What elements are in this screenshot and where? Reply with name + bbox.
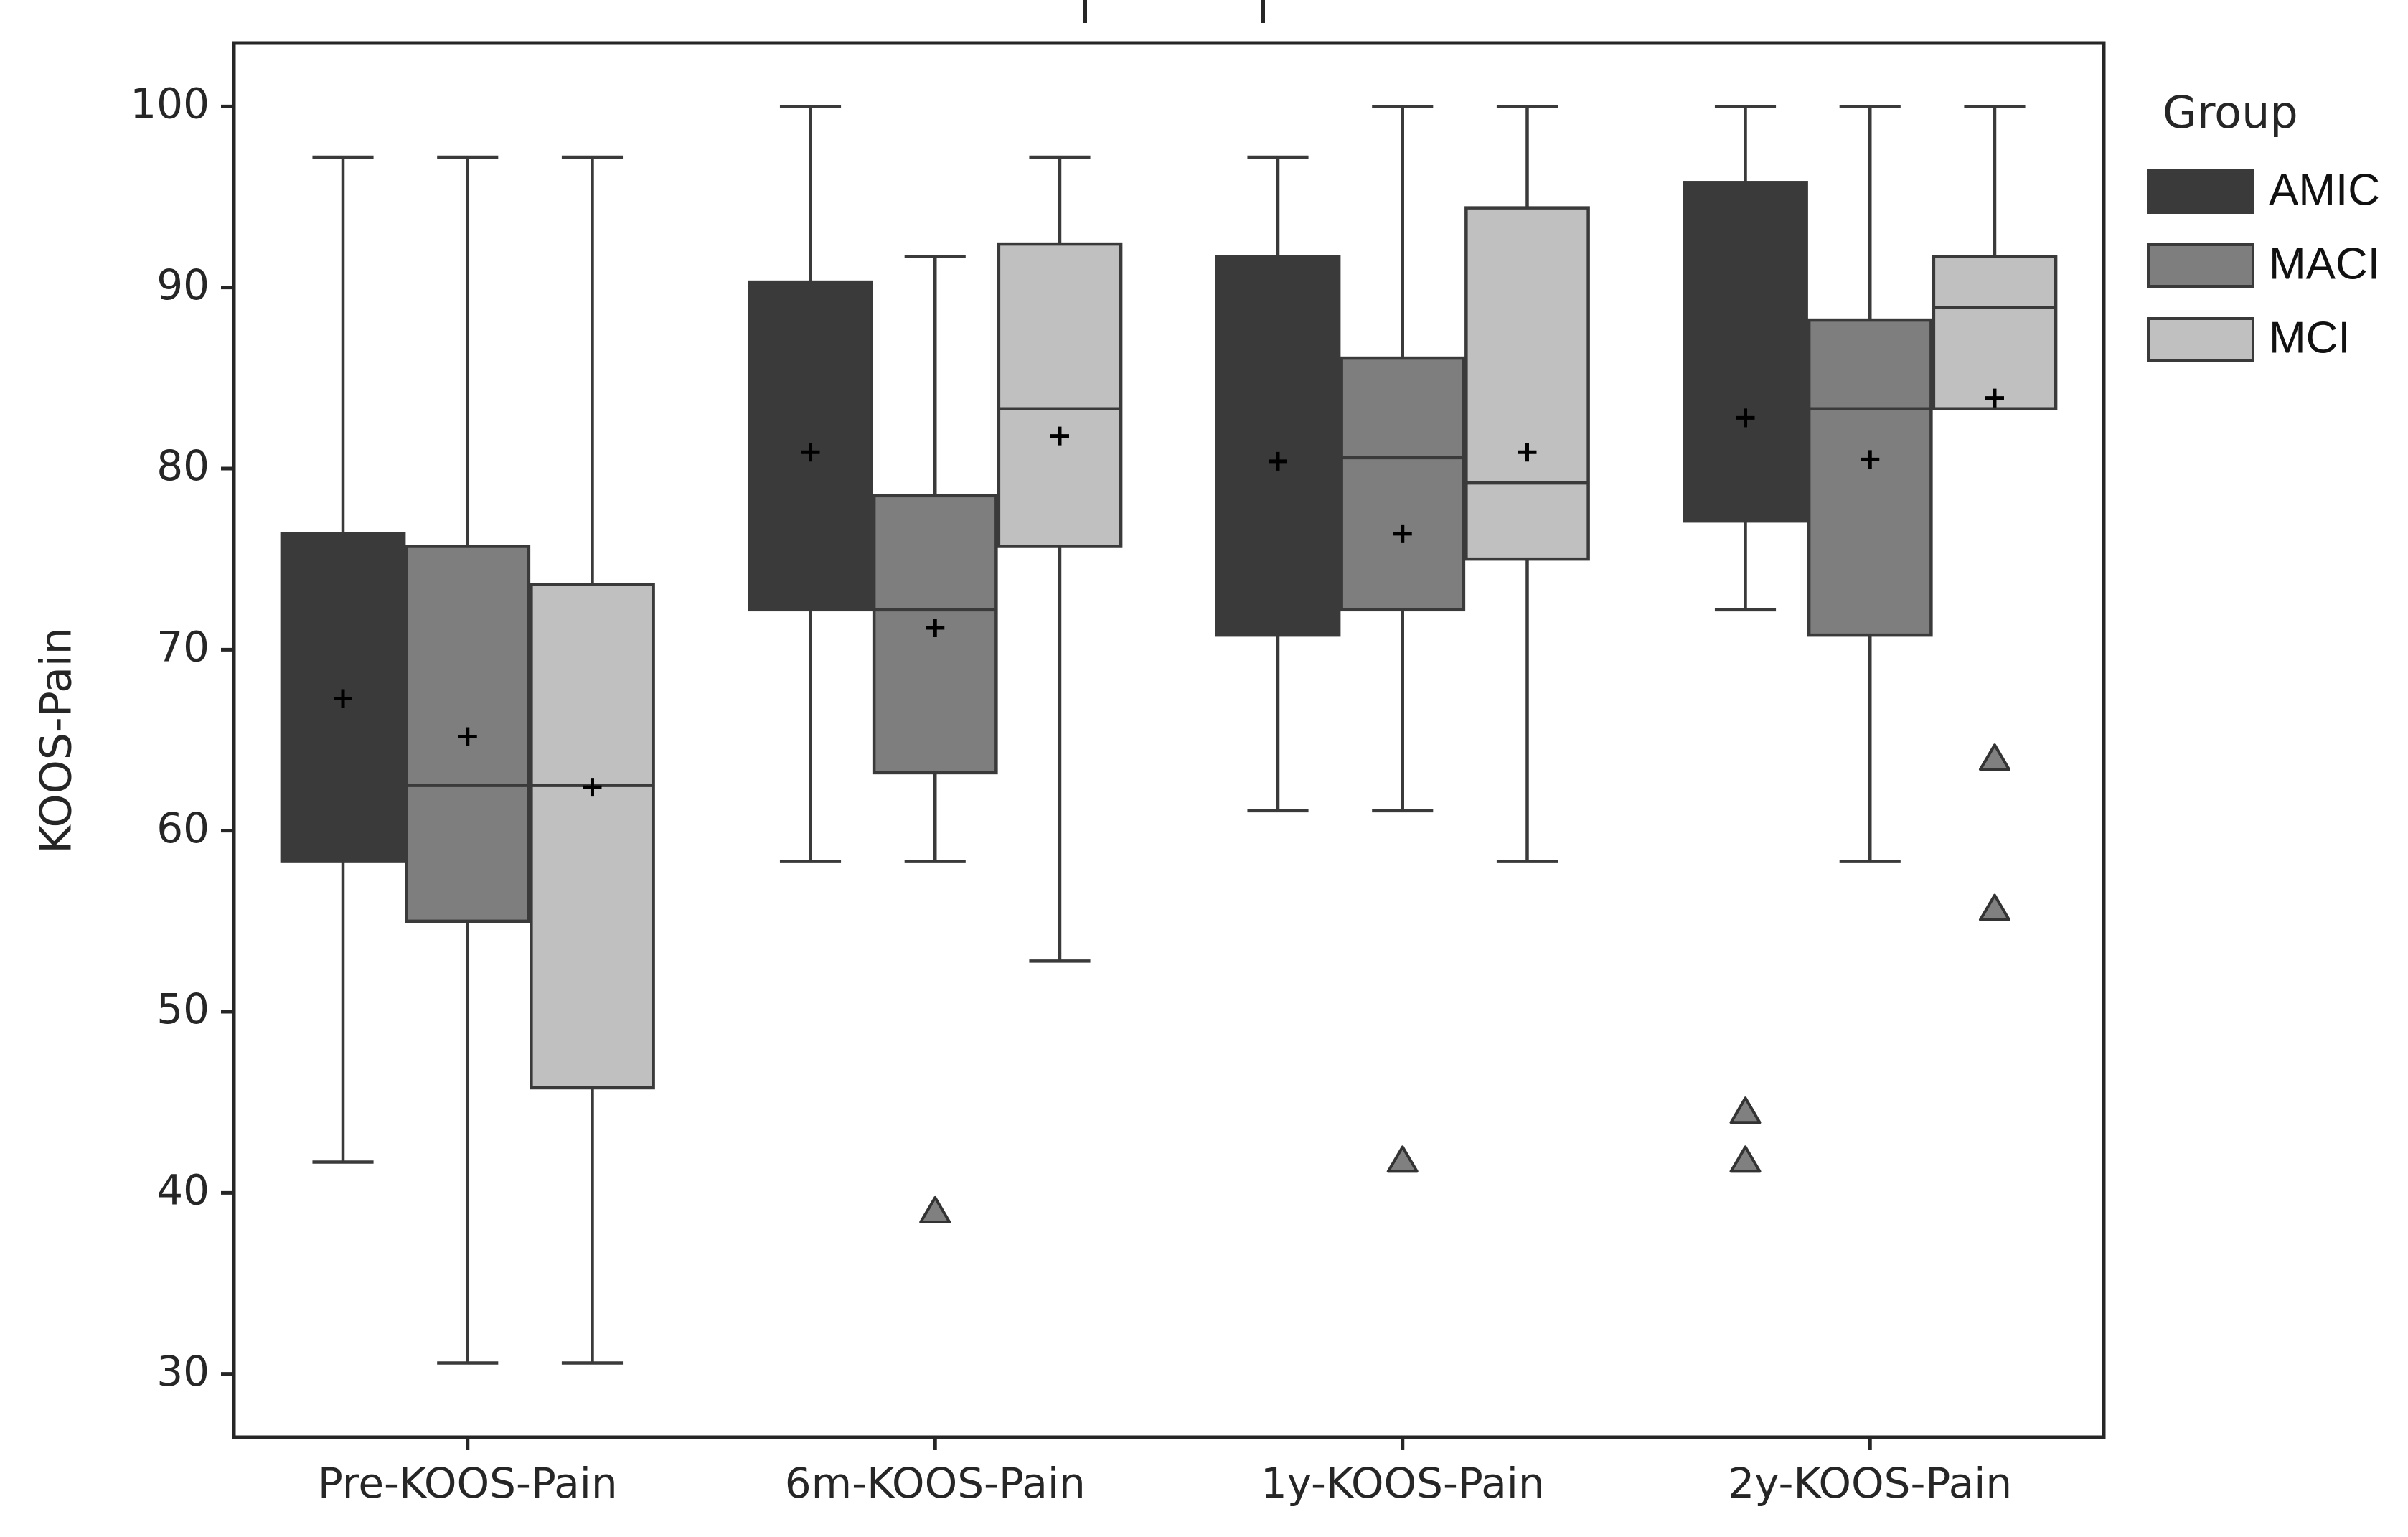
legend-label-mci: MCI [2269, 313, 2351, 362]
box-maci-pre-koos-pain [405, 155, 531, 1365]
boxes-layer [280, 105, 2058, 1365]
outlier-marker [1729, 1096, 1762, 1124]
mean-marker [1736, 408, 1755, 428]
mean-marker [458, 727, 477, 746]
y-tick-label: 40 [156, 1165, 210, 1214]
iqr-box [1807, 318, 1933, 637]
legend-swatch-maci [2147, 243, 2254, 288]
iqr-box [530, 583, 655, 1090]
x-tick-label: 1y-KOOS-Pain [1261, 1459, 1545, 1508]
mean-marker [1269, 451, 1288, 471]
box-mci-6m-koos-pain [997, 155, 1123, 963]
legend-swatch-amic [2147, 169, 2254, 214]
legend: Group AMIC MACI MCI [2125, 66, 2380, 402]
legend-title: Group [2163, 86, 2298, 138]
mean-marker [926, 619, 945, 638]
legend-label-maci: MACI [2269, 239, 2380, 288]
legend-label-amic: AMIC [2269, 165, 2380, 215]
outlier-marker [1729, 1145, 1762, 1173]
outlier-marker [1978, 893, 2010, 921]
y-tick-label: 60 [156, 804, 210, 852]
mean-marker [583, 778, 602, 797]
box-amic-1y-koos-pain [1215, 155, 1341, 813]
iqr-box [405, 545, 531, 923]
mean-marker [801, 443, 820, 462]
iqr-box [1215, 255, 1341, 637]
outlier-marker [1386, 1145, 1419, 1173]
box-maci-2y-koos-pain [1807, 105, 1933, 863]
iqr-box [1340, 356, 1466, 612]
x-tick-label: Pre-KOOS-Pain [318, 1459, 618, 1508]
mean-marker [1518, 443, 1537, 462]
box-mci-pre-koos-pain [530, 155, 655, 1365]
box-maci-6m-koos-pain [872, 255, 998, 1224]
x-axis: Pre-KOOS-Pain 6m-KOOS-Pain 1y-KOOS-Pain 2y-… [318, 1437, 2012, 1508]
y-tick-label: 80 [156, 441, 210, 490]
y-tick-label: 90 [156, 260, 210, 309]
outlier-marker [919, 1196, 951, 1224]
mean-marker [1393, 524, 1412, 543]
outlier-marker [1978, 743, 2010, 771]
x-tick-label: 2y-KOOS-Pain [1728, 1459, 2012, 1508]
legend-swatch-mci [2147, 317, 2254, 362]
box-amic-pre-koos-pain [280, 155, 406, 1164]
iqr-box [997, 242, 1123, 548]
plot-frame [232, 41, 2106, 1439]
mean-marker [1861, 450, 1880, 469]
y-axis: 30 40 50 60 70 80 90 100 [130, 79, 234, 1396]
mean-marker [334, 689, 353, 708]
y-tick-label: 70 [156, 622, 210, 671]
y-axis-title: KOOS-Pain [32, 627, 82, 853]
iqr-box [1683, 181, 1808, 523]
y-tick-label: 100 [130, 79, 210, 128]
iqr-box [1464, 206, 1590, 561]
mean-marker [1985, 388, 2004, 408]
y-tick-label: 30 [156, 1347, 210, 1396]
iqr-box [1932, 255, 2058, 410]
y-tick-label: 50 [156, 984, 210, 1033]
iqr-box [280, 532, 406, 863]
box-mci-1y-koos-pain [1464, 105, 1590, 863]
box-amic-6m-koos-pain [748, 105, 873, 863]
box-maci-1y-koos-pain [1340, 105, 1466, 1173]
mean-marker [1050, 426, 1069, 446]
box-mci-2y-koos-pain [1932, 105, 2058, 921]
box-amic-2y-koos-pain [1683, 105, 1808, 1173]
x-tick-label: 6m-KOOS-Pain [785, 1459, 1086, 1508]
